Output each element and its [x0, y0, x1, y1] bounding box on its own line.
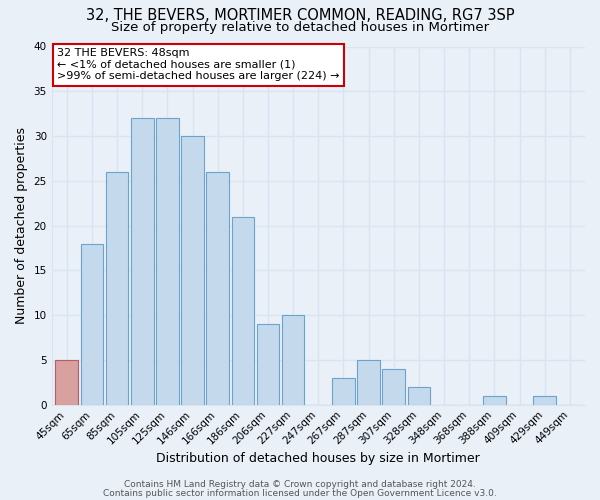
Bar [131, 118, 154, 405]
Bar [206, 172, 229, 404]
Bar [533, 396, 556, 404]
Bar [483, 396, 506, 404]
Text: 32, THE BEVERS, MORTIMER COMMON, READING, RG7 3SP: 32, THE BEVERS, MORTIMER COMMON, READING… [86, 8, 514, 22]
Bar [55, 360, 78, 405]
Bar [106, 172, 128, 404]
Bar [358, 360, 380, 405]
Bar [257, 324, 280, 404]
Bar [282, 315, 304, 404]
Bar [407, 387, 430, 404]
Bar [232, 216, 254, 404]
Bar [332, 378, 355, 404]
Bar [156, 118, 179, 405]
Text: Contains HM Land Registry data © Crown copyright and database right 2024.: Contains HM Land Registry data © Crown c… [124, 480, 476, 489]
Text: Contains public sector information licensed under the Open Government Licence v3: Contains public sector information licen… [103, 488, 497, 498]
Bar [181, 136, 204, 404]
X-axis label: Distribution of detached houses by size in Mortimer: Distribution of detached houses by size … [157, 452, 480, 465]
Y-axis label: Number of detached properties: Number of detached properties [15, 127, 28, 324]
Bar [382, 369, 405, 404]
Text: Size of property relative to detached houses in Mortimer: Size of property relative to detached ho… [111, 21, 489, 34]
Bar [80, 244, 103, 404]
Text: 32 THE BEVERS: 48sqm
← <1% of detached houses are smaller (1)
>99% of semi-detac: 32 THE BEVERS: 48sqm ← <1% of detached h… [57, 48, 340, 82]
